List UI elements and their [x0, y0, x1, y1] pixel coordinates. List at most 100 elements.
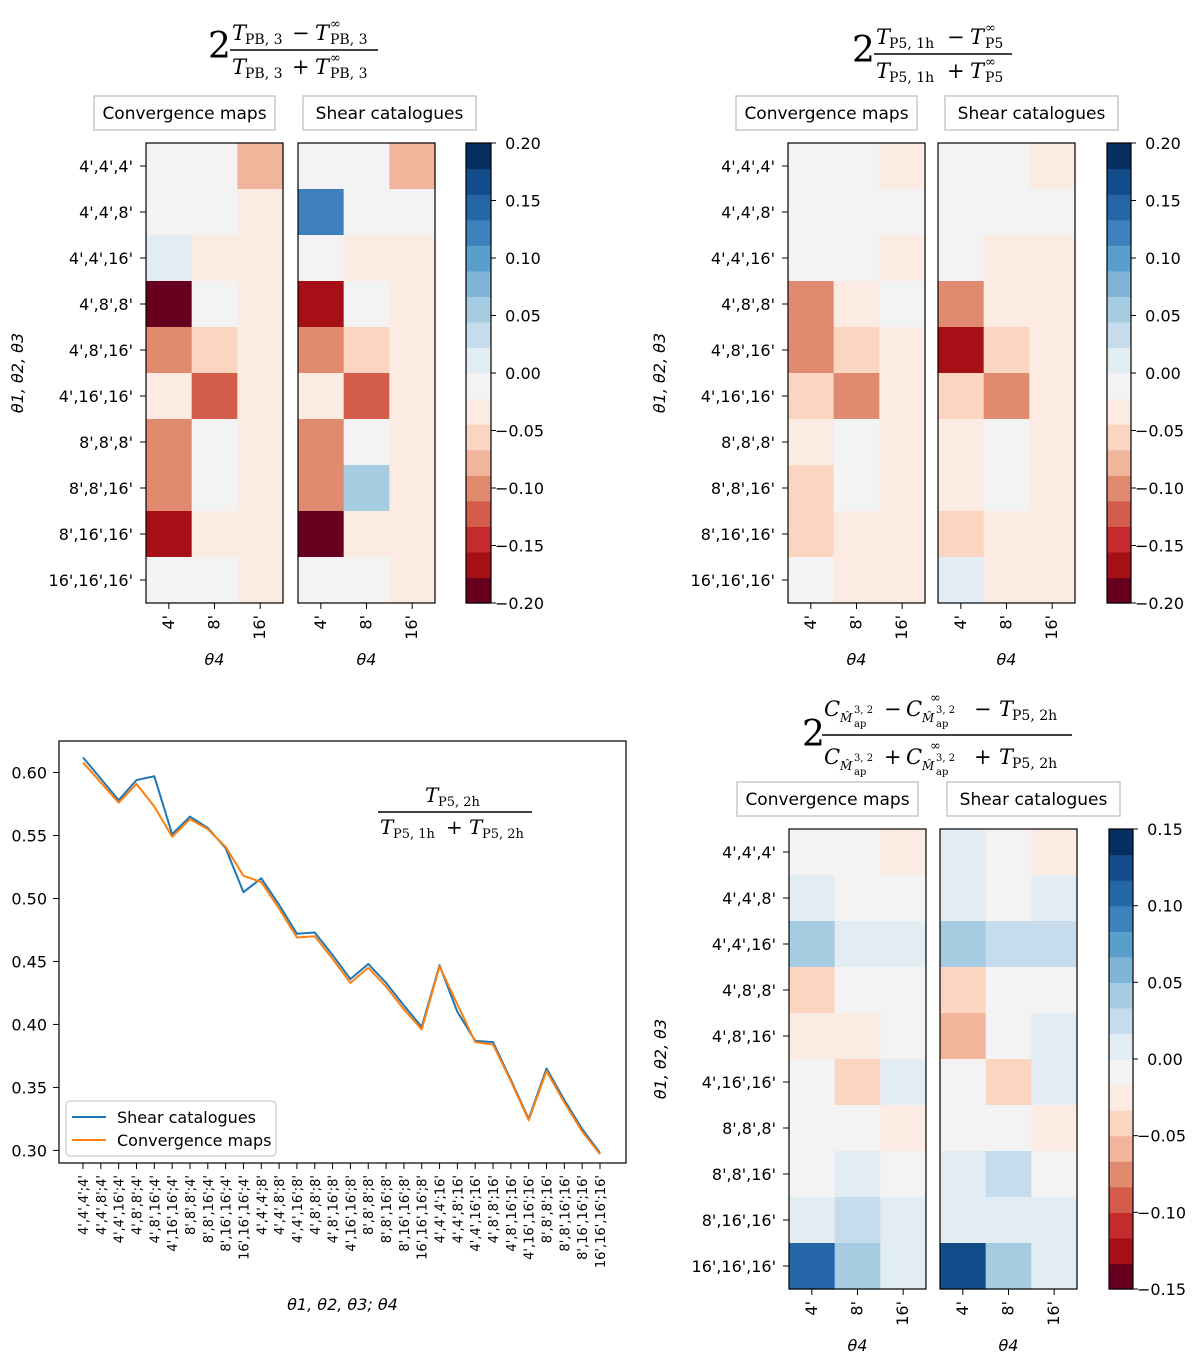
heatmap-cell	[879, 189, 926, 236]
colorbar-segment	[466, 219, 491, 246]
heatmap-cell	[880, 1197, 927, 1244]
heatmap-cell	[389, 281, 436, 328]
y-tick-label: 4',8',16'	[711, 341, 775, 360]
colorbar-tick-label: −0.10	[1137, 1203, 1186, 1222]
colorbar-segment	[1107, 449, 1131, 476]
colorbar-segment	[1109, 1212, 1133, 1239]
heatmap-cell	[237, 143, 284, 190]
colorbar-segment	[466, 321, 491, 349]
heatmap-cell	[1031, 1013, 1078, 1060]
colorbar-tick-label: 0.20	[1135, 134, 1181, 153]
heatmap-cell	[833, 327, 880, 374]
heatmap-cell	[938, 143, 985, 190]
formula-bottom-right-t1: T	[999, 697, 1015, 721]
x-tick-label: 4',8',8';4'	[130, 1175, 145, 1235]
heatmap-cell	[1031, 1243, 1078, 1290]
x-tick-label: 4',8',8';8'	[309, 1175, 324, 1235]
y-tick-label: 16',16',16'	[691, 571, 775, 590]
box-shear-top-left	[302, 95, 477, 131]
x-tick-label: 8'	[848, 1301, 867, 1316]
heatmap-cell	[938, 327, 985, 374]
x-tick-label: 8',16',16';16'	[576, 1175, 591, 1260]
legend: Shear catalogues Convergence maps	[65, 1100, 277, 1157]
heatmap-cell	[938, 189, 985, 236]
heatmap-cell	[237, 557, 284, 604]
x-tick-label: 4',4',8';4'	[95, 1175, 110, 1235]
x-tick-label: 4'	[311, 615, 330, 630]
formula-top-left-num-b-sup: ∞	[330, 17, 341, 32]
heatmap-cell	[1031, 921, 1078, 968]
y-tick-label: 4',8',16'	[712, 1027, 776, 1046]
x-axis-label: θ4	[357, 650, 377, 669]
heatmap-cell	[833, 373, 880, 420]
heatmap-cell	[191, 327, 238, 374]
line-title-num-sub: P5, 2h	[438, 795, 481, 810]
formula-top-right-den-b-sup: ∞	[985, 55, 996, 70]
colorbar-tick-label: −0.20	[495, 594, 544, 613]
heatmap-cell	[389, 143, 436, 190]
heatmap-cell	[833, 511, 880, 558]
heatmap-cell	[879, 465, 926, 512]
colorbar-segment	[1107, 551, 1131, 579]
heatmap-cell	[298, 511, 345, 558]
formula-bottom-right-plus1: +	[884, 745, 902, 769]
heatmap-cell	[146, 511, 193, 558]
colorbar-segment	[1107, 321, 1131, 349]
colorbar-tick-label: 0.15	[1135, 192, 1181, 211]
y-tick-label: 4',8',8'	[79, 295, 133, 314]
heatmap-cell	[191, 189, 238, 236]
x-tick-label: 8',16',16';4'	[220, 1175, 235, 1252]
y-axis-label: θ1, θ2, θ3	[651, 1019, 670, 1099]
formula-top-left-den-b-sup: ∞	[330, 51, 341, 66]
heatmap-cell	[343, 419, 390, 466]
heatmap-cell	[879, 419, 926, 466]
box-shear-bottom-right-label: Shear catalogues	[960, 790, 1108, 810]
x-tick-label: 8',8',8';16'	[541, 1175, 556, 1243]
heatmap-cell	[788, 511, 835, 558]
x-tick-label: 16'	[892, 615, 911, 640]
colorbar-segment	[1107, 500, 1131, 527]
colorbar-segment	[466, 373, 491, 400]
colorbar-tick-label: 0.05	[1137, 973, 1183, 992]
colorbar-tick-label: 0.15	[1137, 820, 1183, 839]
colorbar-tick-label: −0.10	[1135, 479, 1184, 498]
colorbar-segment	[1109, 931, 1133, 958]
heatmap-cell	[237, 189, 284, 236]
top-left-panel-convergence: 4' 8' 16' θ4	[145, 142, 284, 669]
heatmap-cell	[940, 875, 987, 922]
colorbar-tick-label: 0.00	[1135, 364, 1181, 383]
heatmap-cell	[880, 829, 927, 876]
x-axis-label: θ4	[205, 650, 225, 669]
colorbar-segment	[1107, 245, 1131, 272]
formula-top-right-den-b: T	[970, 59, 986, 83]
heatmap-cell	[938, 281, 985, 328]
x-tick-label: 4',16',16';4'	[166, 1175, 181, 1252]
x-tick-label: 16'	[402, 615, 421, 640]
formula-bottom-right-m4-sup: 3, 2	[936, 753, 955, 764]
y-tick-label: 4',4',8'	[722, 889, 776, 908]
heatmap-cell	[237, 235, 284, 282]
y-tick-label: 4',4',8'	[79, 203, 133, 222]
heatmap-cell	[343, 143, 390, 190]
y-tick-label: 4',8',8'	[721, 295, 775, 314]
formula-top-left-den-a-sub: PB, 3	[245, 66, 283, 82]
formula-top-left-num-b: T	[315, 21, 331, 45]
heatmap-cell	[389, 235, 436, 282]
colorbar-segment	[1107, 143, 1131, 170]
colorbar-segment	[1107, 270, 1131, 297]
x-tick-label: 8'	[997, 615, 1016, 630]
heatmap-cell	[1029, 189, 1076, 236]
heatmap-cell	[788, 189, 835, 236]
formula-top-left: 2 T PB, 3 − T ∞ PB, 3 T PB, 3 + T ∞ PB, …	[208, 17, 378, 82]
heatmap-cell	[343, 327, 390, 374]
colorbar-segment	[1109, 854, 1133, 881]
x-tick-label: 4',4',4';4'	[77, 1175, 92, 1235]
heatmap-cell	[389, 189, 436, 236]
x-axis-label: θ4	[848, 1336, 868, 1355]
y-tick-label: 8',8',8'	[79, 433, 133, 452]
heatmap-cell	[833, 189, 880, 236]
heatmap-cell	[983, 189, 1030, 236]
y-tick-label: 0.50	[11, 889, 47, 908]
heatmap-cell	[834, 829, 881, 876]
heatmap-cell	[788, 143, 835, 190]
